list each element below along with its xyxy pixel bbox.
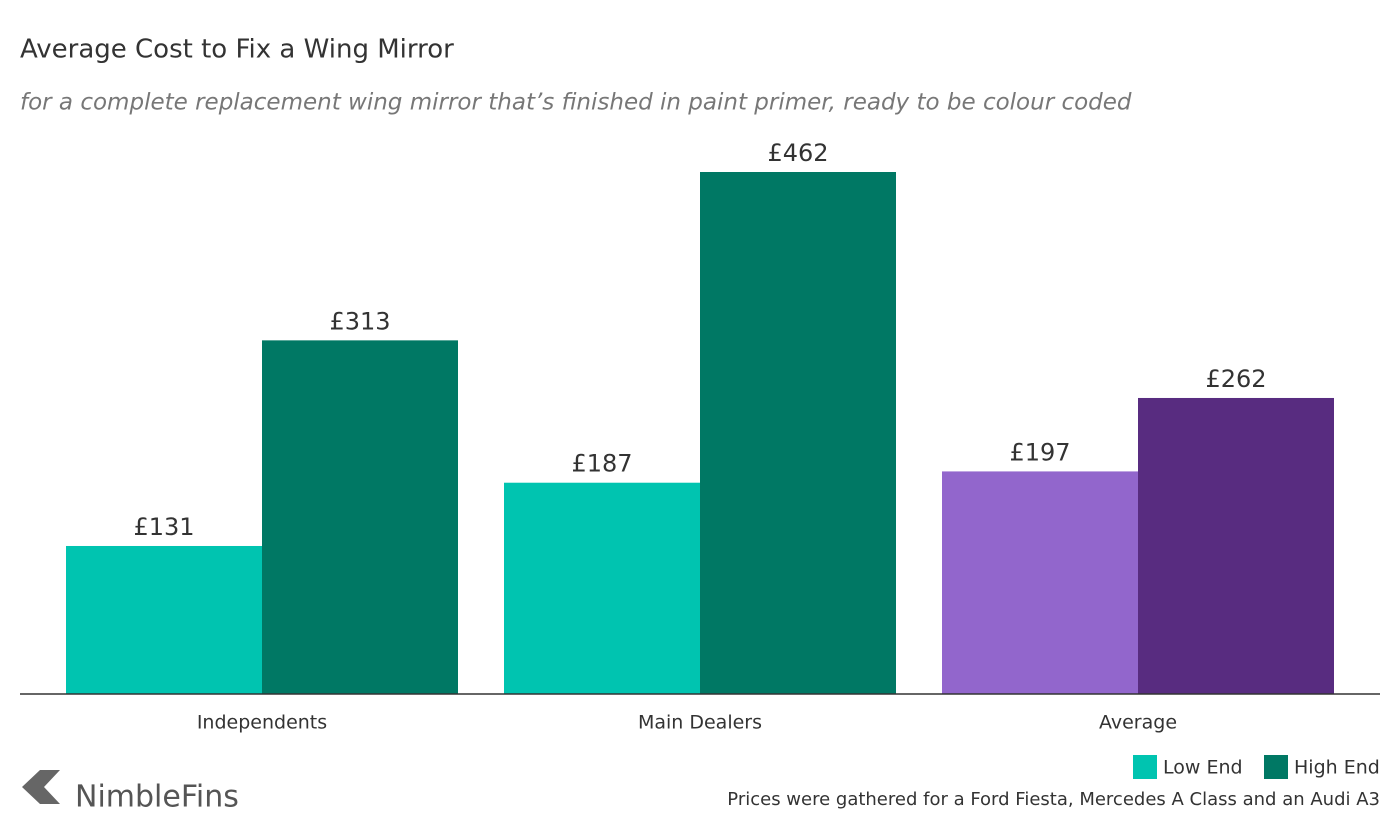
x-tick-label: Main Dealers xyxy=(638,712,762,734)
x-tick-label: Independents xyxy=(197,712,327,734)
value-label: £462 xyxy=(767,139,828,167)
value-label: £131 xyxy=(133,513,194,541)
x-tick-label: Average xyxy=(1099,712,1177,734)
bar xyxy=(700,172,896,694)
value-label: £262 xyxy=(1205,365,1266,393)
bar xyxy=(942,471,1138,694)
footnote: Prices were gathered for a Ford Fiesta, … xyxy=(727,789,1380,810)
legend-label: Low End xyxy=(1163,757,1243,779)
brand-logo xyxy=(22,770,60,804)
legend-swatch xyxy=(1264,755,1288,779)
bar xyxy=(1138,397,1334,694)
legend-swatch xyxy=(1133,755,1157,779)
bar xyxy=(66,545,262,694)
value-label: £187 xyxy=(571,450,632,478)
value-label: £197 xyxy=(1009,438,1070,466)
chart-subtitle: for a complete replacement wing mirror t… xyxy=(20,90,1132,116)
bar xyxy=(504,482,700,694)
legend-label: High End xyxy=(1294,757,1380,779)
chart-title: Average Cost to Fix a Wing Mirror xyxy=(20,35,454,65)
value-label: £313 xyxy=(329,307,390,335)
brand-name: NimbleFins xyxy=(75,780,239,815)
bar xyxy=(262,340,458,694)
